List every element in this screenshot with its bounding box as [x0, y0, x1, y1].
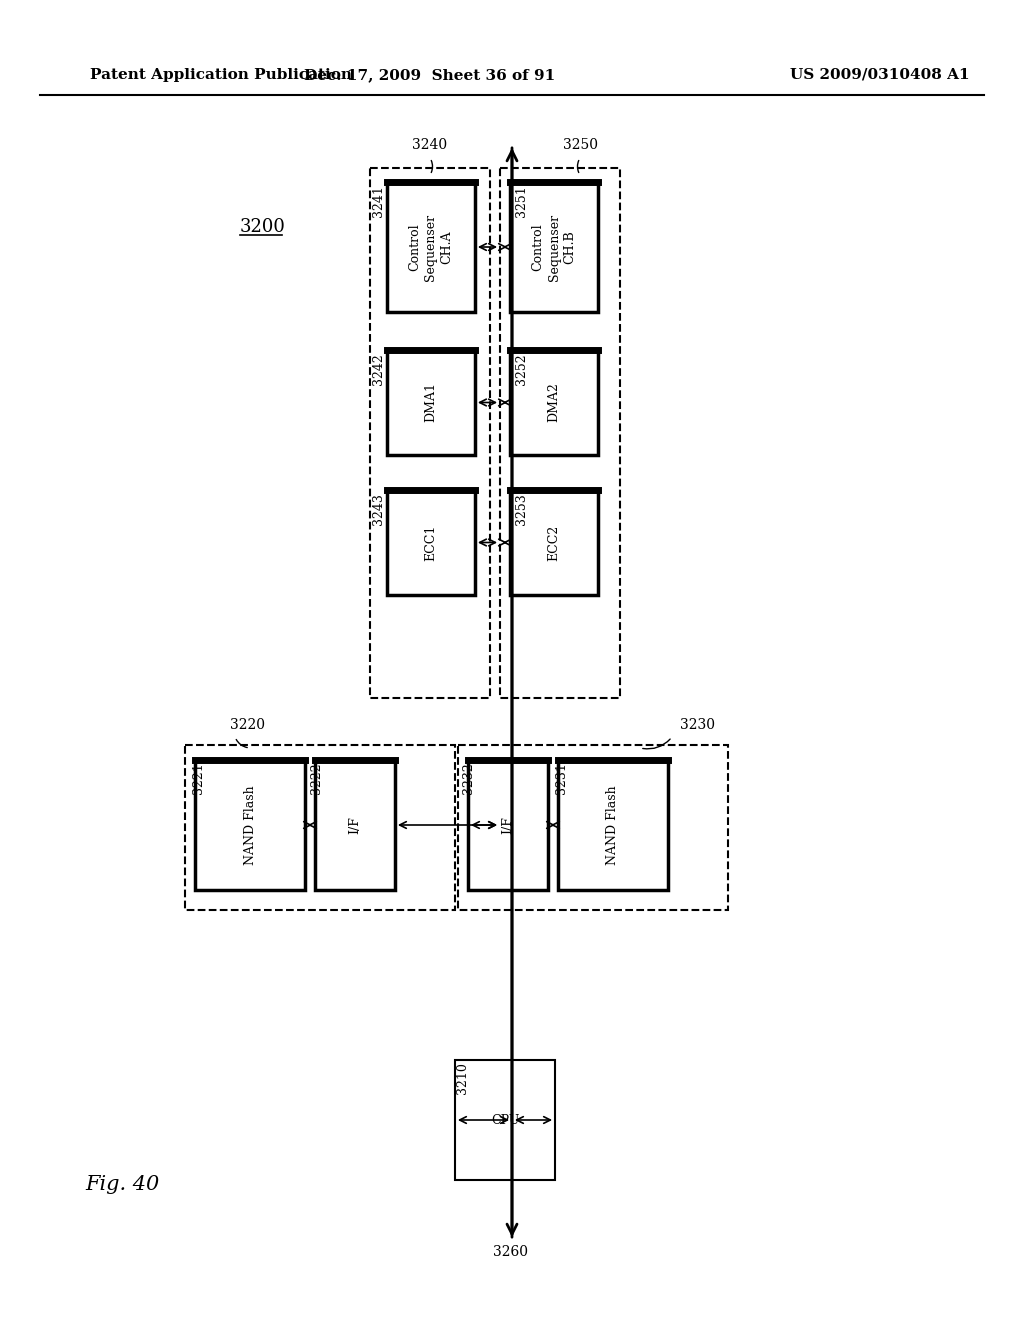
Text: DMA2: DMA2	[548, 383, 560, 422]
Text: 3220: 3220	[230, 718, 265, 733]
Text: NAND Flash: NAND Flash	[606, 785, 620, 865]
Text: 3210: 3210	[456, 1063, 469, 1094]
Bar	[500, 168, 620, 698]
Bar	[510, 182, 598, 312]
Text: 3221: 3221	[193, 762, 205, 793]
Text: Dec. 17, 2009  Sheet 36 of 91: Dec. 17, 2009 Sheet 36 of 91	[304, 69, 556, 82]
Text: 3232: 3232	[462, 762, 475, 793]
Text: CPU: CPU	[490, 1114, 519, 1126]
Bar	[468, 760, 548, 890]
Text: Patent Application Publication: Patent Application Publication	[90, 69, 352, 82]
Text: 3253: 3253	[515, 492, 528, 525]
Bar	[558, 760, 668, 890]
Text: 3230: 3230	[680, 718, 715, 733]
Text: 3250: 3250	[562, 139, 597, 152]
Text: Fig. 40: Fig. 40	[85, 1175, 160, 1195]
Bar	[455, 1060, 555, 1180]
Text: NAND Flash: NAND Flash	[244, 785, 256, 865]
Bar	[387, 350, 475, 455]
Text: 3240: 3240	[413, 139, 447, 152]
Text: 3252: 3252	[515, 352, 528, 384]
Bar	[370, 168, 490, 698]
Text: 3200: 3200	[240, 218, 286, 236]
Bar	[387, 182, 475, 312]
Text: 3231: 3231	[555, 762, 568, 793]
Text: 3243: 3243	[372, 492, 385, 525]
Text: DMA1: DMA1	[425, 383, 437, 422]
Text: I/F: I/F	[502, 816, 514, 834]
Text: I/F: I/F	[348, 816, 361, 834]
Text: 3241: 3241	[372, 185, 385, 216]
Text: Control
Sequenser
CH.A: Control Sequenser CH.A	[409, 214, 454, 281]
Text: ECC1: ECC1	[425, 524, 437, 561]
Bar	[387, 490, 475, 595]
Text: 3251: 3251	[515, 185, 528, 216]
Bar	[185, 744, 455, 909]
Text: Control
Sequenser
CH.B: Control Sequenser CH.B	[531, 214, 577, 281]
Text: 3242: 3242	[372, 352, 385, 384]
Bar	[510, 350, 598, 455]
Bar	[510, 490, 598, 595]
Bar	[315, 760, 395, 890]
Text: 3222: 3222	[310, 762, 323, 793]
Bar	[458, 744, 728, 909]
Text: ECC2: ECC2	[548, 524, 560, 561]
Bar	[195, 760, 305, 890]
Text: 3260: 3260	[493, 1245, 527, 1259]
Text: US 2009/0310408 A1: US 2009/0310408 A1	[791, 69, 970, 82]
